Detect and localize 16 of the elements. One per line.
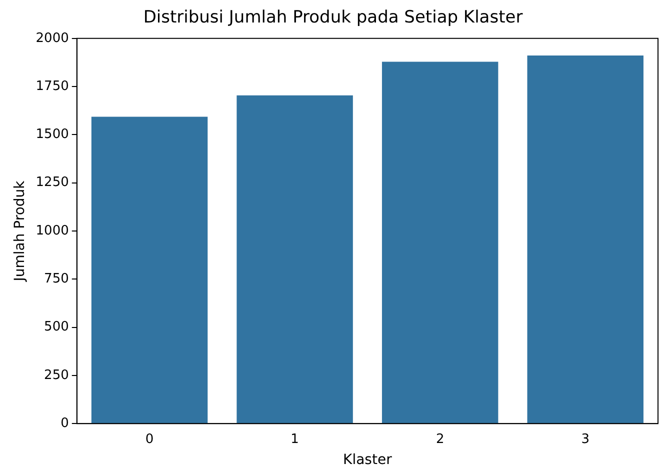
x-tick-label: 3 (581, 432, 590, 447)
x-tick-label: 2 (436, 432, 444, 447)
y-tick-label: 1500 (36, 127, 69, 142)
chart-title: Distribusi Jumlah Produk pada Setiap Klaster (143, 8, 523, 28)
y-tick-label: 1750 (36, 78, 69, 94)
y-axis-title: Jumlah Produk (12, 180, 28, 282)
x-tick-label: 0 (145, 432, 154, 447)
y-tick-label: 250 (44, 368, 69, 383)
x-axis-title: Klaster (343, 452, 392, 468)
y-tick-label: 2000 (36, 30, 69, 46)
y-tick-label: 0 (60, 416, 69, 431)
x-tick-label: 1 (290, 432, 299, 447)
y-tick-label: 1250 (36, 175, 69, 190)
y-tick-label: 1000 (36, 223, 69, 238)
y-tick-label: 750 (44, 272, 69, 287)
y-tick-label: 500 (44, 320, 69, 335)
